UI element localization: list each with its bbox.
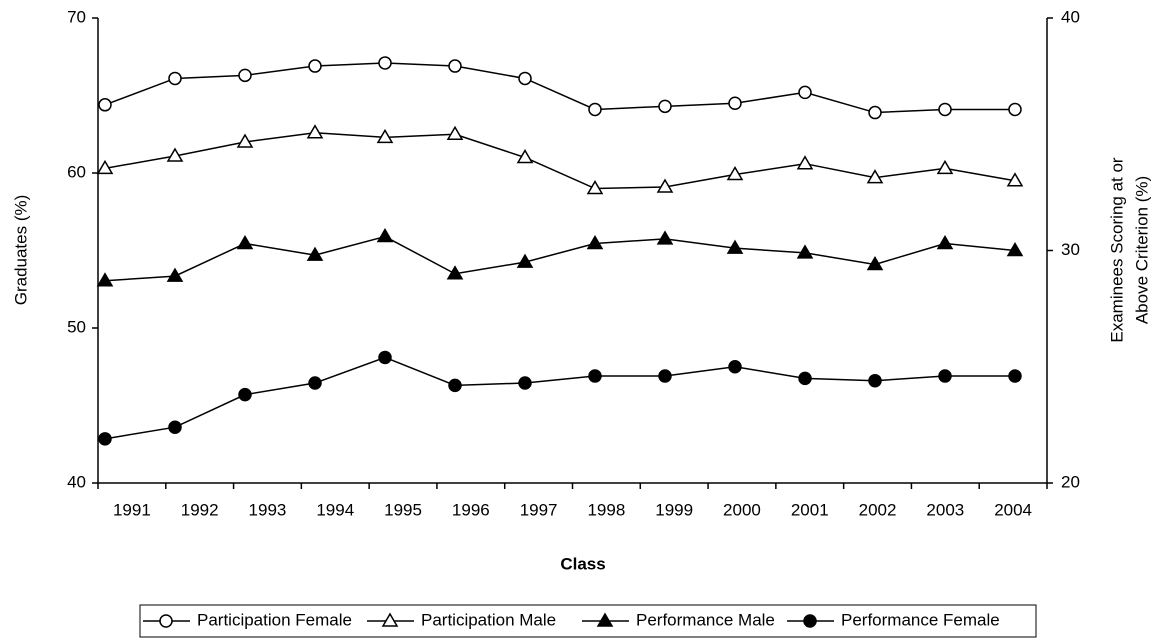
series-line — [104, 131, 1016, 190]
point — [446, 125, 464, 140]
point — [378, 56, 392, 70]
point — [728, 360, 742, 374]
x-axis-label: Class — [560, 554, 605, 573]
point — [98, 98, 112, 112]
point — [238, 68, 252, 83]
point — [308, 59, 322, 73]
point — [166, 267, 184, 282]
x-tick-label: 1999 — [655, 500, 693, 519]
legend-marker — [596, 612, 614, 627]
point — [238, 387, 252, 402]
y-tick-label: 40 — [67, 472, 86, 491]
point — [376, 128, 394, 144]
point — [308, 376, 322, 390]
point — [588, 369, 602, 383]
series-line — [104, 356, 1015, 440]
series-line — [104, 62, 1015, 114]
point — [726, 239, 744, 254]
point — [868, 105, 882, 120]
point — [658, 369, 672, 383]
legend-box — [139, 604, 1037, 638]
point — [796, 244, 814, 259]
point — [448, 59, 462, 73]
point — [656, 178, 674, 193]
point — [98, 432, 112, 446]
point — [96, 159, 114, 175]
x-tick-label: 1997 — [520, 500, 558, 519]
point — [796, 155, 814, 170]
x-tick-label: 2001 — [791, 500, 829, 519]
x-tick-label: 2002 — [859, 500, 897, 519]
y-tick-label: 60 — [67, 162, 86, 181]
point — [518, 376, 532, 390]
y2-tick-label: 20 — [1061, 472, 1080, 491]
legend-label: Performance Female — [841, 610, 1000, 629]
point — [798, 371, 812, 386]
point — [936, 159, 954, 175]
point — [516, 149, 534, 164]
point — [168, 420, 182, 434]
point — [236, 133, 254, 148]
point — [306, 246, 324, 261]
point — [656, 230, 674, 245]
legend-label: Participation Female — [197, 610, 352, 629]
point — [586, 180, 604, 195]
legend-marker — [159, 614, 173, 628]
point — [728, 96, 742, 110]
y2-tick-label: 40 — [1061, 7, 1080, 26]
point — [938, 369, 952, 383]
x-tick-label: 1991 — [113, 500, 151, 519]
point — [586, 235, 604, 250]
point — [516, 253, 534, 268]
point — [1008, 369, 1022, 383]
point — [236, 235, 254, 250]
y-axis-label: Graduates (%) — [11, 195, 30, 306]
point — [868, 373, 882, 388]
point — [936, 235, 954, 250]
point — [518, 71, 532, 86]
point — [658, 99, 672, 114]
point — [938, 102, 952, 117]
point — [168, 71, 182, 86]
point — [376, 228, 394, 243]
x-tick-label: 1993 — [249, 500, 287, 519]
y-tick-label: 50 — [67, 317, 86, 336]
y2-axis-label: Above Criterion (%) — [1132, 176, 1151, 324]
point — [166, 147, 184, 162]
point — [866, 255, 884, 271]
point — [588, 102, 602, 117]
y-tick-label: 70 — [67, 7, 86, 26]
x-tick-label: 1996 — [452, 500, 490, 519]
x-tick-label: 1995 — [384, 500, 422, 519]
point — [448, 378, 462, 393]
series-line — [104, 235, 1016, 282]
legend-label: Participation Male — [421, 610, 556, 629]
x-tick-label: 2003 — [926, 500, 964, 519]
point — [726, 166, 744, 181]
point — [1008, 102, 1022, 117]
point — [96, 272, 114, 287]
x-tick-label: 1998 — [587, 500, 625, 519]
point — [306, 124, 324, 139]
y2-axis-label: Examinees Scoring at or — [1107, 157, 1126, 343]
point — [1006, 242, 1024, 257]
legend-marker — [381, 612, 399, 627]
point — [1006, 172, 1024, 187]
x-tick-label: 2004 — [994, 500, 1032, 519]
point — [798, 85, 812, 100]
x-tick-label: 1992 — [181, 500, 219, 519]
y2-tick-label: 30 — [1061, 240, 1080, 259]
x-tick-label: 1994 — [316, 500, 354, 519]
point — [866, 169, 884, 184]
legend-label: Performance Male — [636, 610, 775, 629]
point — [378, 350, 392, 365]
legend-marker — [803, 614, 817, 628]
point — [446, 265, 464, 280]
x-tick-label: 2000 — [723, 500, 761, 519]
